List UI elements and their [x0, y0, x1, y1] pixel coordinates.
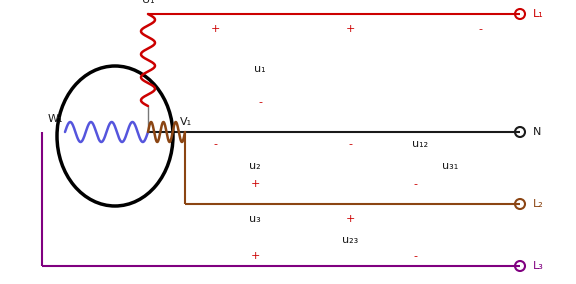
- Text: -: -: [478, 24, 482, 34]
- Text: +: +: [346, 24, 355, 34]
- Text: N: N: [533, 127, 541, 137]
- Text: +: +: [346, 214, 355, 224]
- Text: -: -: [413, 251, 417, 261]
- Text: u₂₃: u₂₃: [342, 235, 358, 245]
- Text: L₃: L₃: [533, 261, 544, 271]
- Text: V₁: V₁: [180, 117, 192, 127]
- Text: +: +: [251, 179, 260, 189]
- Text: +: +: [210, 24, 219, 34]
- Text: -: -: [348, 139, 352, 149]
- Text: u₃: u₃: [249, 214, 261, 224]
- Text: W₁: W₁: [48, 114, 63, 124]
- Text: u₃₁: u₃₁: [442, 161, 458, 171]
- Text: L₁: L₁: [533, 9, 544, 19]
- Text: U₁: U₁: [142, 0, 154, 5]
- Text: u₁₂: u₁₂: [412, 139, 428, 149]
- Text: -: -: [258, 97, 262, 107]
- Text: -: -: [413, 179, 417, 189]
- Text: u₂: u₂: [249, 161, 261, 171]
- Text: +: +: [251, 251, 260, 261]
- Text: -: -: [213, 139, 217, 149]
- Text: u₁: u₁: [254, 64, 266, 74]
- Text: L₂: L₂: [533, 199, 544, 209]
